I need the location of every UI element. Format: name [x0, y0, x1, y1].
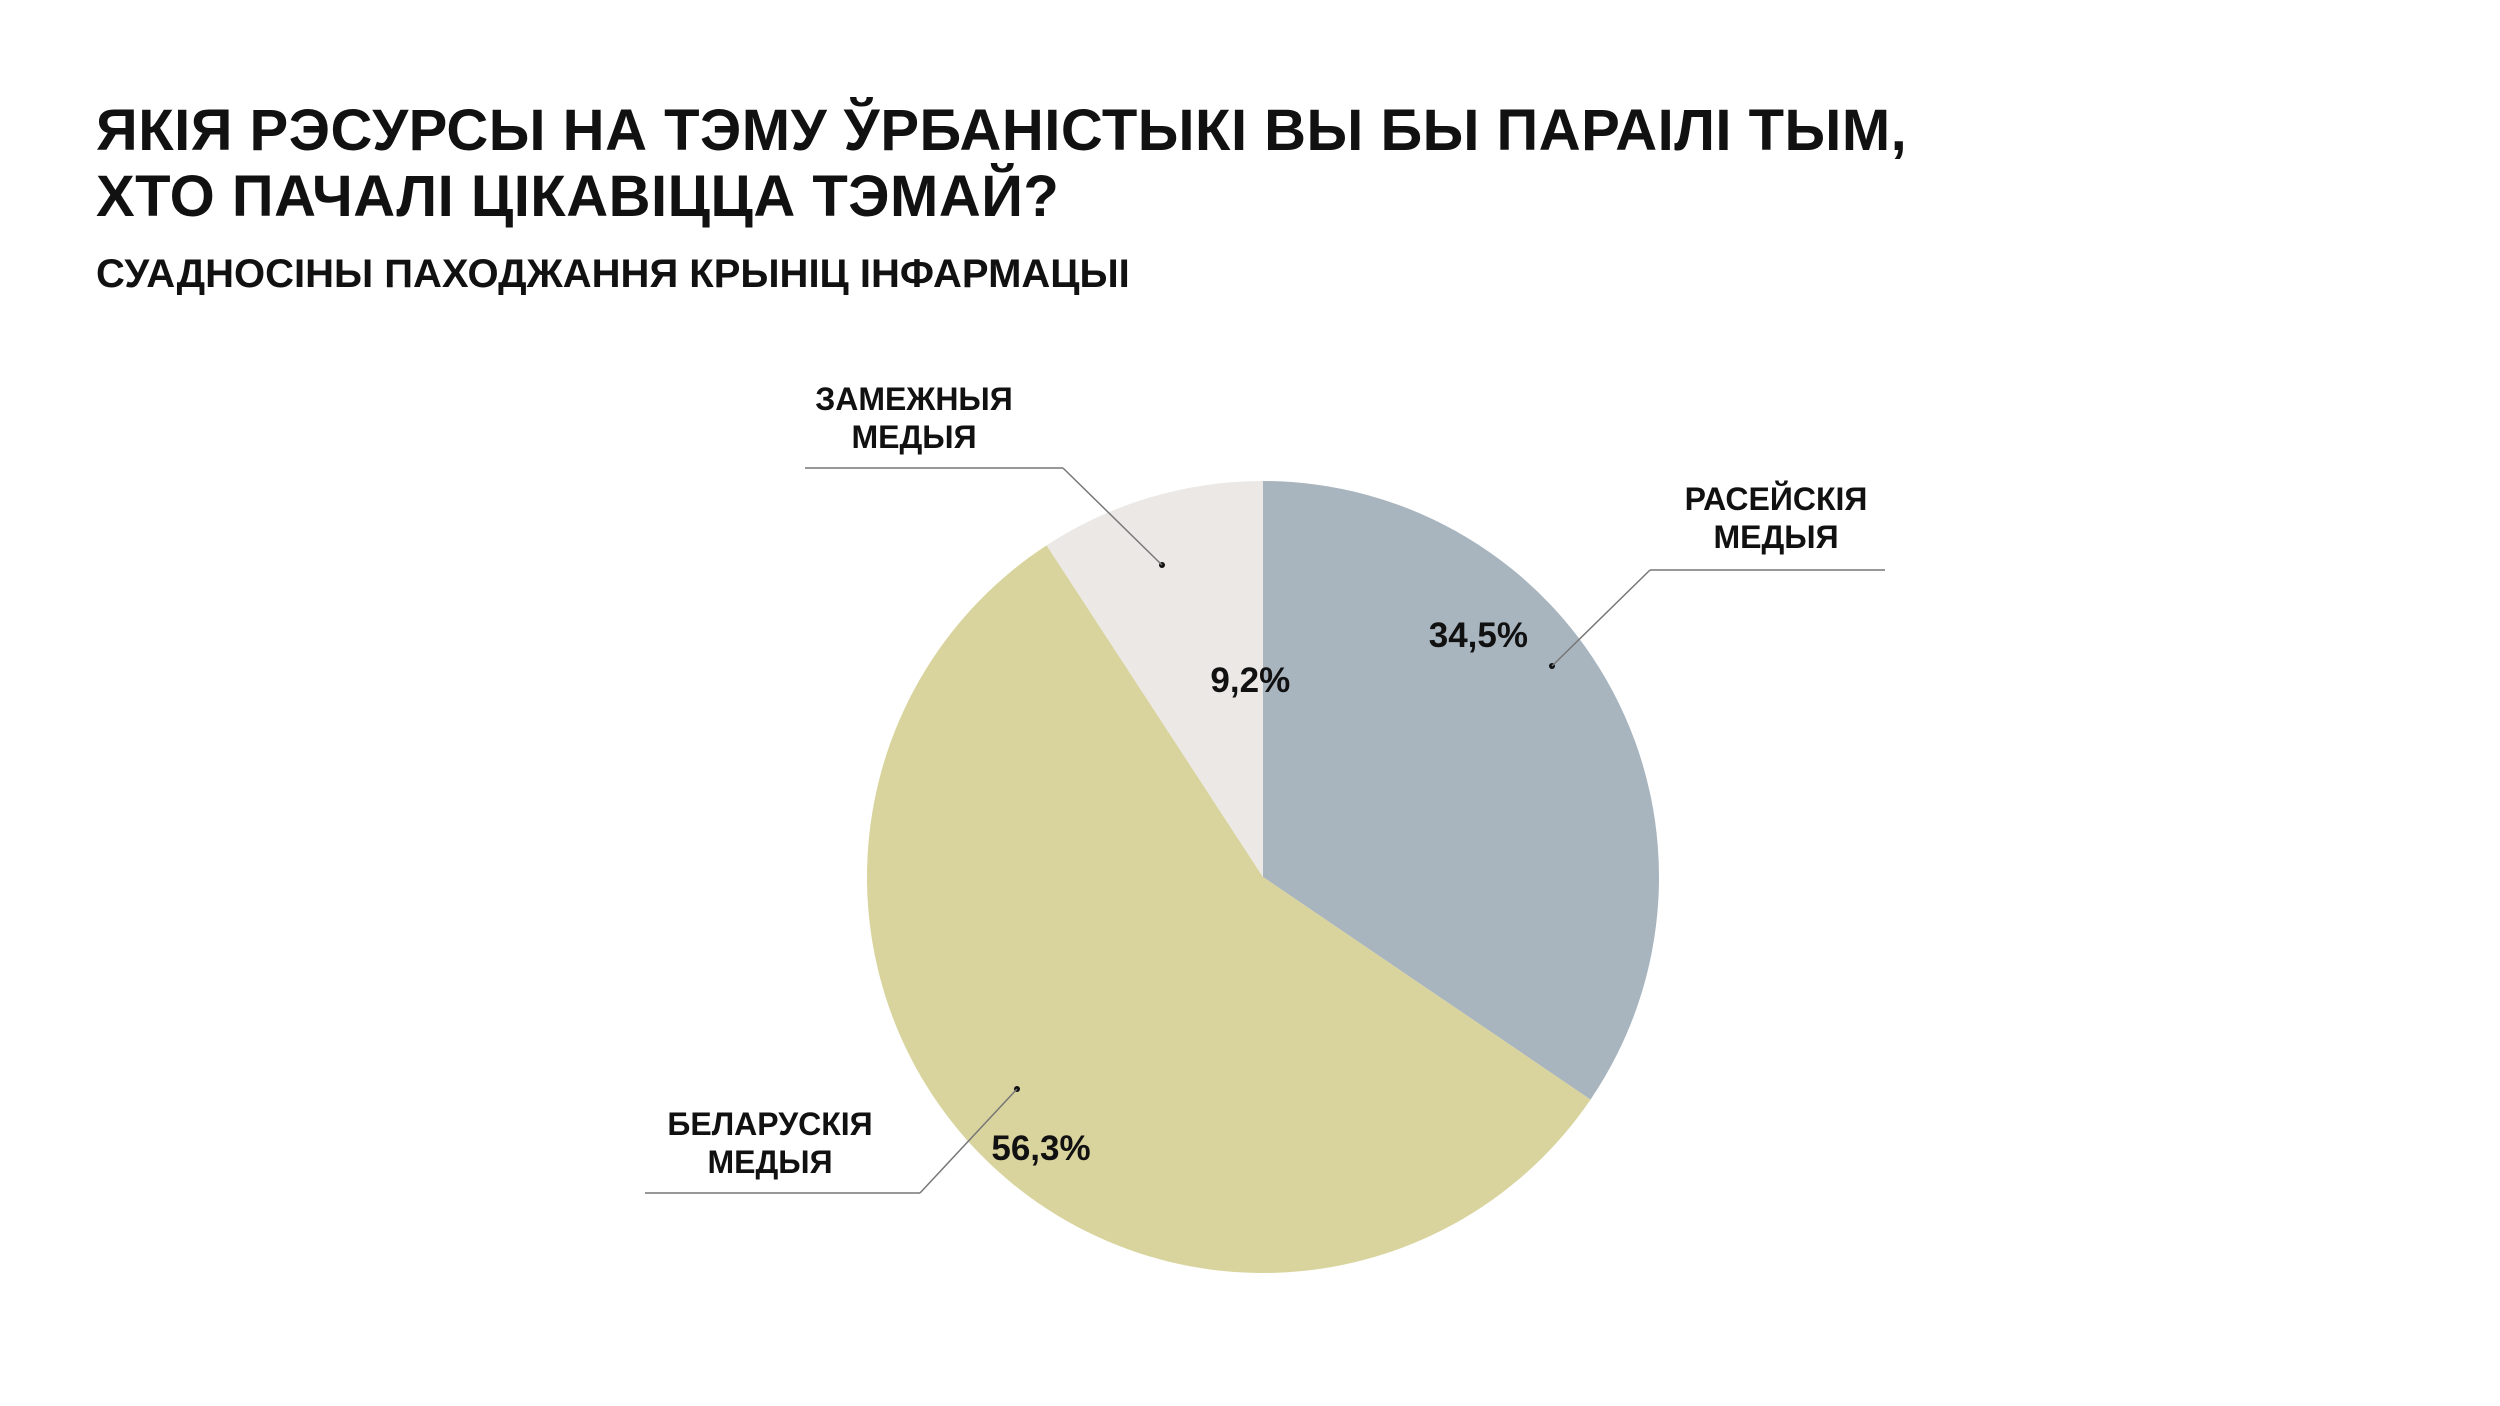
category-label-line: РАСЕЙСКІЯ — [1685, 481, 1868, 517]
category-label-line: БЕЛАРУСКІЯ — [667, 1106, 872, 1142]
pie-slices — [867, 481, 1659, 1273]
chart-subtitle: СУАДНОСІНЫ ПАХОДЖАННЯ КРЫНІЦ ІНФАРМАЦЫІ — [96, 252, 1130, 296]
value-label-zamiezhnyja: 9,2% — [1210, 661, 1290, 700]
chart-title-line-1: ЯКІЯ РЭСУРСЫ НА ТЭМУ ЎРБАНІСТЫКІ ВЫ БЫ П… — [96, 98, 1908, 163]
value-label-bielaruskija: 56,3% — [991, 1129, 1090, 1168]
chart-title: ЯКІЯ РЭСУРСЫ НА ТЭМУ ЎРБАНІСТЫКІ ВЫ БЫ П… — [96, 98, 2296, 230]
pie-slice-bielaruskija — [867, 545, 1591, 1273]
category-label-zamiezhnyja: ЗАМЕЖНЫЯ МЕДЫЯ — [815, 381, 1013, 455]
callout-line-bielaruskija — [919, 1088, 1018, 1194]
callout-line-rasiejskija — [1551, 569, 1651, 667]
pie-slice-rasiejskija — [1263, 481, 1659, 1100]
value-label-rasiejskija: 34,5% — [1429, 616, 1528, 655]
category-label-line: МЕДЫЯ — [1713, 519, 1838, 555]
callout-line-zamiezhnyja — [1062, 467, 1163, 566]
pie-callouts — [645, 467, 1885, 1194]
category-label-rasiejskija: РАСЕЙСКІЯ МЕДЫЯ — [1685, 481, 1868, 555]
category-label-bielaruskija: БЕЛАРУСКІЯ МЕДЫЯ — [667, 1106, 872, 1180]
pie-value-labels: 34,5% 56,3% 9,2% — [991, 616, 1528, 1168]
pie-slice-zamiezhnyja — [1046, 481, 1263, 877]
category-label-line: ЗАМЕЖНЫЯ — [815, 381, 1013, 417]
category-label-line: МЕДЫЯ — [707, 1144, 832, 1180]
category-label-line: МЕДЫЯ — [851, 419, 976, 455]
chart-title-line-2: ХТО ПАЧАЛІ ЦІКАВІЦЦА ТЭМАЙ? — [96, 164, 1060, 229]
